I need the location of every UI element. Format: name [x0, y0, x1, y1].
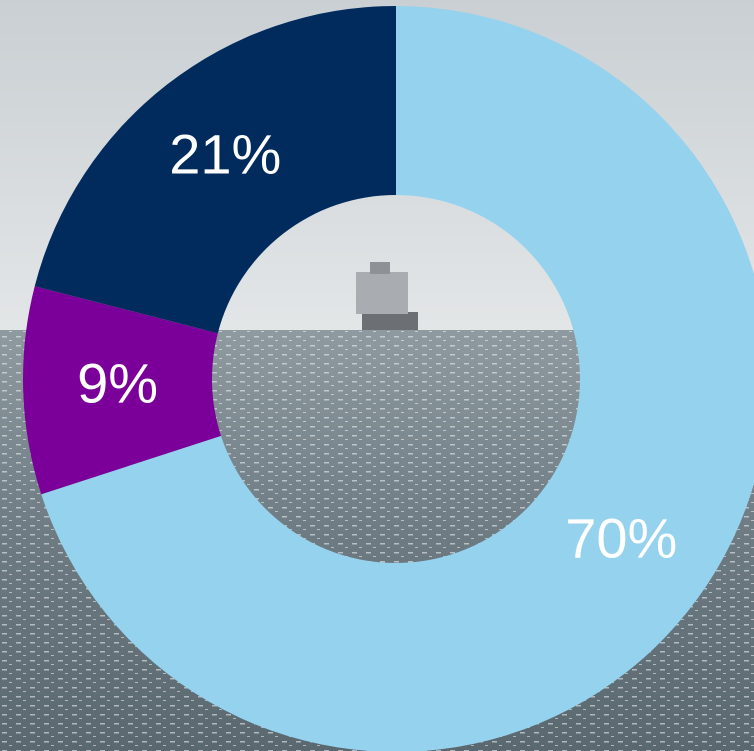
donut-slice	[34, 6, 397, 334]
ship	[356, 262, 418, 330]
donut-slice	[23, 286, 222, 495]
donut: 70% 9% 21%	[23, 6, 754, 751]
donut-slice	[41, 6, 754, 751]
slice-label: 70%	[565, 506, 677, 569]
slice-label: 9%	[77, 352, 158, 415]
slice-label: 21%	[169, 123, 281, 186]
